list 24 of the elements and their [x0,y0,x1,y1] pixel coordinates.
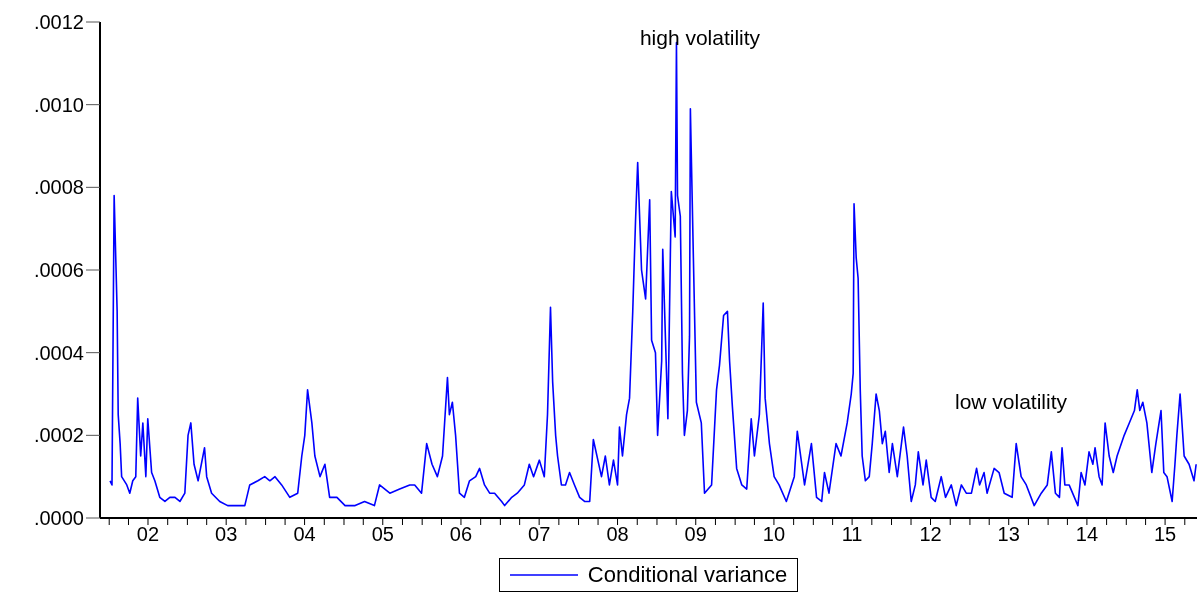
y-tick-label: .0006 [33,259,84,282]
annotation: low volatility [954,389,1068,413]
y-tick-label: .0010 [33,93,84,116]
x-tick-label: 13 [997,523,1020,546]
y-tick-label: .0000 [33,507,84,530]
x-tick-label: 10 [762,523,786,546]
x-tick-label: 08 [606,523,629,546]
x-tick-label: 14 [1075,523,1099,546]
y-tick-label: .0008 [33,176,84,199]
x-tick-label: 11 [841,523,863,546]
x-tick-label: 02 [136,523,160,546]
y-tick-label: .0004 [33,341,84,364]
x-tick-label: 06 [449,523,473,546]
x-tick-label: 12 [919,523,942,546]
x-tick-label: 05 [371,523,394,546]
x-tick-label: 15 [1153,523,1177,546]
x-tick-label: 04 [293,523,316,546]
legend-label: Conditional variance [587,562,788,588]
x-tick-label: 07 [528,523,551,546]
y-tick-label: .0012 [33,11,84,34]
y-tick-label: .0002 [33,424,84,447]
x-tick-label: 03 [215,523,238,546]
annotation: high volatility [639,25,761,49]
x-tick-label: 09 [684,523,707,546]
